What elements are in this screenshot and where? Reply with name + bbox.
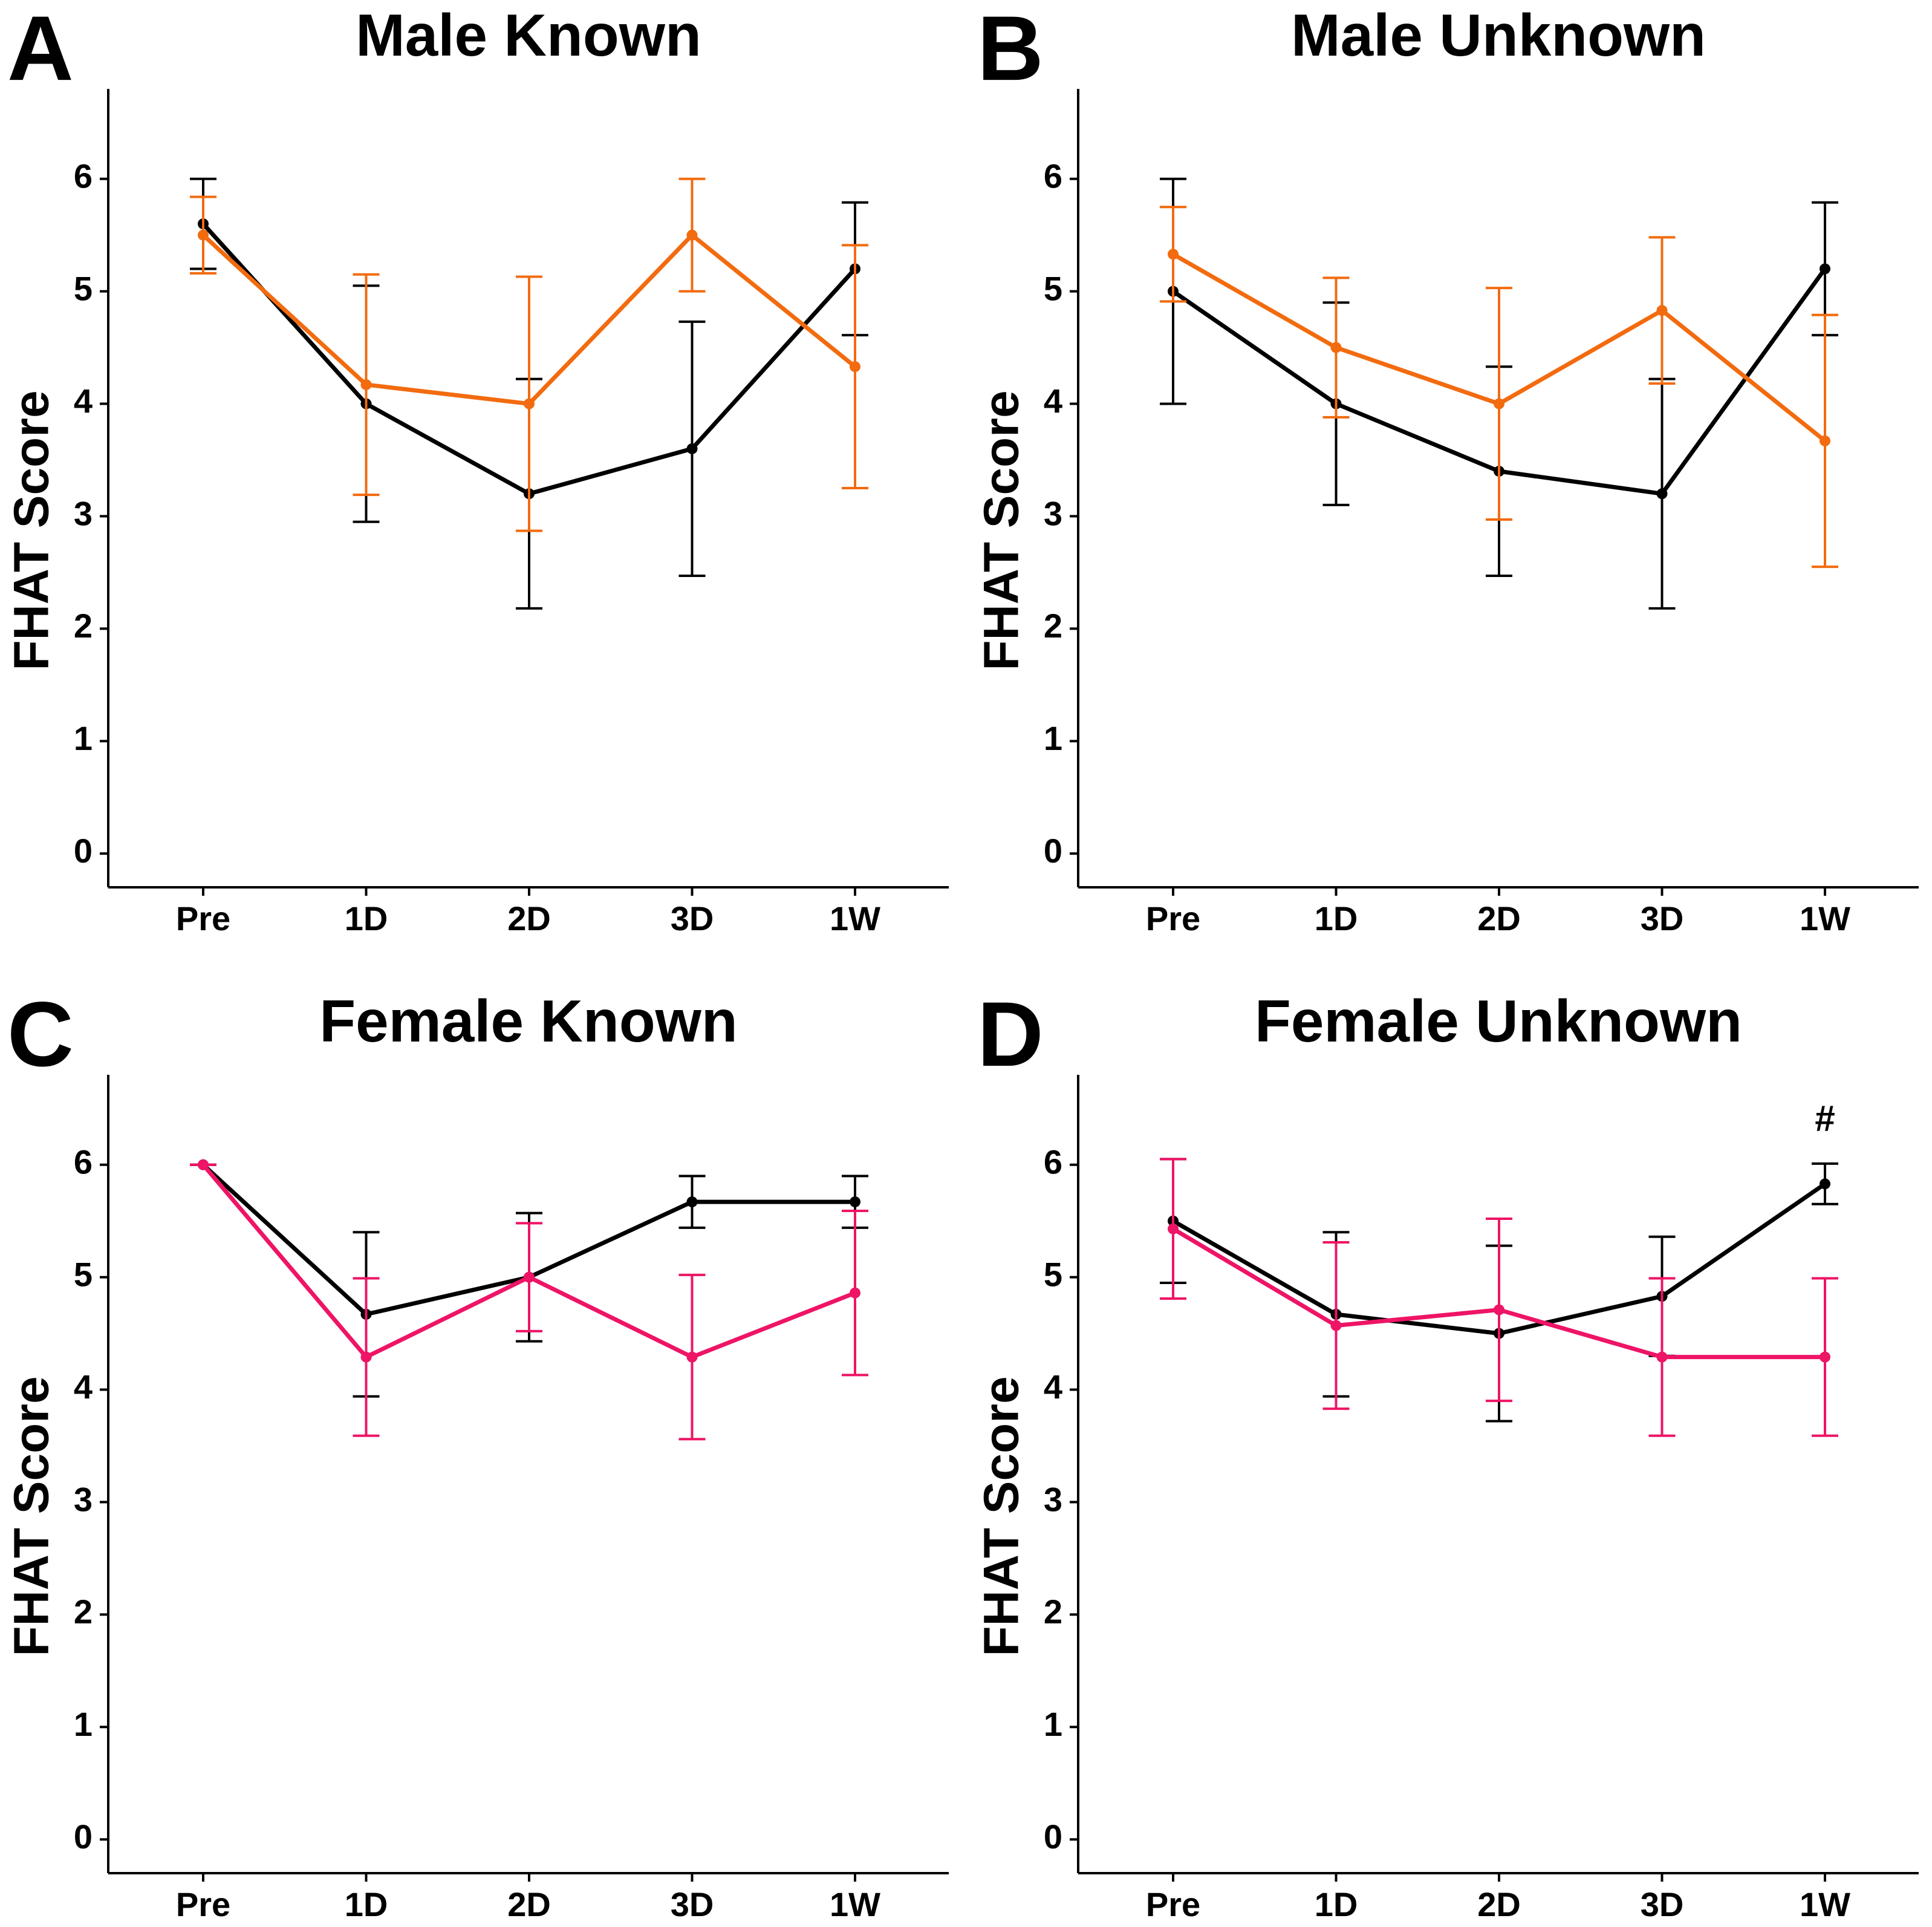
panel: D Female Unknown FHAT Score 0 1 2 3 4 5 6 Pre 1D 2D 3…: [974, 983, 1919, 1923]
y-tick-label: 5: [1044, 269, 1062, 307]
point: [1820, 1178, 1830, 1190]
x-tick-label: 3D: [671, 1885, 714, 1923]
y-tick-label: 0: [1044, 832, 1062, 870]
point: [524, 1271, 535, 1283]
y-tick-label: 4: [1044, 1368, 1062, 1406]
x-tick-label: 1D: [345, 899, 388, 937]
annotation: #: [1815, 1098, 1835, 1139]
y-tick-label: 6: [74, 157, 93, 195]
point: [850, 361, 860, 373]
x-tick-label: 1W: [830, 899, 880, 937]
x-tick-label: 2D: [507, 899, 551, 937]
point: [360, 1351, 372, 1363]
y-tick-label: 2: [1044, 607, 1062, 645]
panel-label: B: [977, 0, 1044, 100]
point: [198, 229, 209, 241]
x-tick-label: Pre: [176, 1885, 230, 1923]
point: [1494, 1304, 1504, 1316]
chart-title: Male Unknown: [1291, 2, 1706, 68]
panel: C Female Known FHAT Score 0 1 2 3 4 5 6 Pre 1D 2D 3D 1…: [4, 983, 949, 1923]
y-tick-label: 4: [74, 1368, 93, 1406]
x-tick-label: 2D: [507, 1885, 551, 1923]
panel-label: D: [977, 983, 1044, 1086]
x-tick-label: 3D: [1641, 1885, 1684, 1923]
y-tick-label: 6: [1044, 1143, 1062, 1181]
panel: A Male Known FHAT Score 0 1 2 3 4 5 6 Pre 1D 2D 3D 1W: [4, 0, 949, 937]
x-tick-label: 1W: [830, 1885, 880, 1923]
x-tick-label: 2D: [1477, 899, 1521, 937]
x-tick-label: 3D: [1641, 899, 1684, 937]
point: [524, 398, 535, 409]
point: [1168, 1223, 1179, 1234]
y-axis-label: FHAT Score: [4, 390, 59, 670]
point: [1820, 1351, 1830, 1363]
x-tick-label: 1W: [1800, 1885, 1850, 1923]
x-tick-label: 3D: [671, 899, 714, 937]
point: [1494, 398, 1504, 409]
y-axis-label: FHAT Score: [4, 1376, 59, 1656]
panel-label: C: [7, 983, 74, 1086]
point: [1168, 249, 1179, 260]
x-tick-label: Pre: [1146, 899, 1200, 937]
point: [850, 1287, 860, 1299]
y-tick-label: 6: [74, 1143, 93, 1181]
x-tick-label: Pre: [1146, 1885, 1200, 1923]
y-tick-label: 5: [74, 269, 93, 307]
y-tick-label: 6: [1044, 157, 1062, 195]
y-tick-label: 2: [74, 1593, 93, 1631]
panel: B Male Unknown FHAT Score 0 1 2 3 4 5 6 Pre 1D 2D 3D 1…: [974, 0, 1919, 937]
chart-title: Female Known: [319, 988, 738, 1054]
y-tick-label: 3: [1044, 494, 1062, 532]
y-tick-label: 1: [1044, 719, 1062, 757]
y-axis-label: FHAT Score: [974, 390, 1029, 670]
y-axis-label: FHAT Score: [974, 1376, 1029, 1656]
point: [850, 1196, 860, 1208]
y-tick-label: 3: [74, 1480, 93, 1518]
point: [1656, 488, 1668, 500]
point: [1656, 1351, 1668, 1363]
y-tick-label: 2: [74, 607, 93, 645]
point: [360, 379, 372, 390]
chart-title: Female Unknown: [1255, 988, 1742, 1054]
y-tick-label: 5: [1044, 1255, 1062, 1293]
y-tick-label: 3: [74, 494, 93, 532]
x-tick-label: 1D: [345, 1885, 388, 1923]
point: [198, 1159, 209, 1170]
point: [1820, 263, 1830, 275]
y-tick-label: 0: [74, 1818, 93, 1856]
y-tick-label: 1: [74, 1705, 93, 1743]
point: [1820, 435, 1830, 446]
y-tick-label: 4: [1044, 382, 1062, 420]
point: [686, 1351, 698, 1363]
y-tick-label: 1: [1044, 1705, 1062, 1743]
point: [1656, 305, 1668, 316]
x-tick-label: 1D: [1315, 1885, 1358, 1923]
y-tick-label: 3: [1044, 1480, 1062, 1518]
x-tick-label: 2D: [1477, 1885, 1521, 1923]
y-tick-label: 4: [74, 382, 93, 420]
chart-title: Male Known: [356, 2, 701, 68]
panel-label: A: [7, 0, 74, 100]
point: [686, 1196, 698, 1208]
x-tick-label: Pre: [176, 899, 230, 937]
point: [1330, 342, 1342, 353]
point: [686, 443, 698, 454]
y-tick-label: 5: [74, 1255, 93, 1293]
x-tick-label: 1W: [1800, 899, 1850, 937]
point: [686, 229, 698, 241]
y-tick-label: 0: [74, 832, 93, 870]
x-tick-label: 1D: [1315, 899, 1358, 937]
point: [1330, 1320, 1342, 1331]
y-tick-label: 0: [1044, 1818, 1062, 1856]
y-tick-label: 1: [74, 719, 93, 757]
y-tick-label: 2: [1044, 1593, 1062, 1631]
